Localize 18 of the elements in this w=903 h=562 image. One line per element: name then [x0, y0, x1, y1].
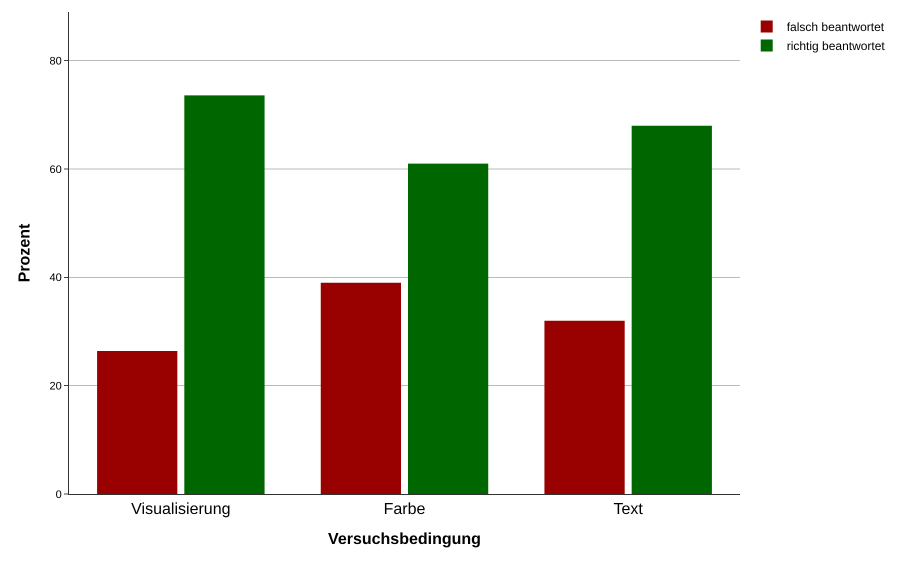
legend-label: richtig beantwortet [786, 39, 886, 54]
y-tick-label: 0 [56, 488, 62, 501]
bar [632, 126, 712, 494]
y-tick-label: 80 [50, 56, 62, 68]
y-tick-label: 40 [50, 272, 62, 284]
bar [408, 164, 488, 494]
y-tick-label: 20 [50, 380, 62, 393]
x-tick-label: Text [614, 501, 644, 518]
x-tick-label: Farbe [384, 501, 426, 518]
y-axis-title: Prozent [16, 222, 34, 282]
bar [544, 320, 625, 494]
y-tick-label: 60 [50, 164, 62, 176]
x-tick-label: Visualisierung [131, 501, 230, 518]
bar [184, 95, 265, 494]
x-axis-title: Versuchsbedingung [328, 530, 481, 548]
bar [320, 282, 402, 494]
legend-label: falsch beantwortet [786, 20, 885, 34]
bar [97, 351, 178, 494]
